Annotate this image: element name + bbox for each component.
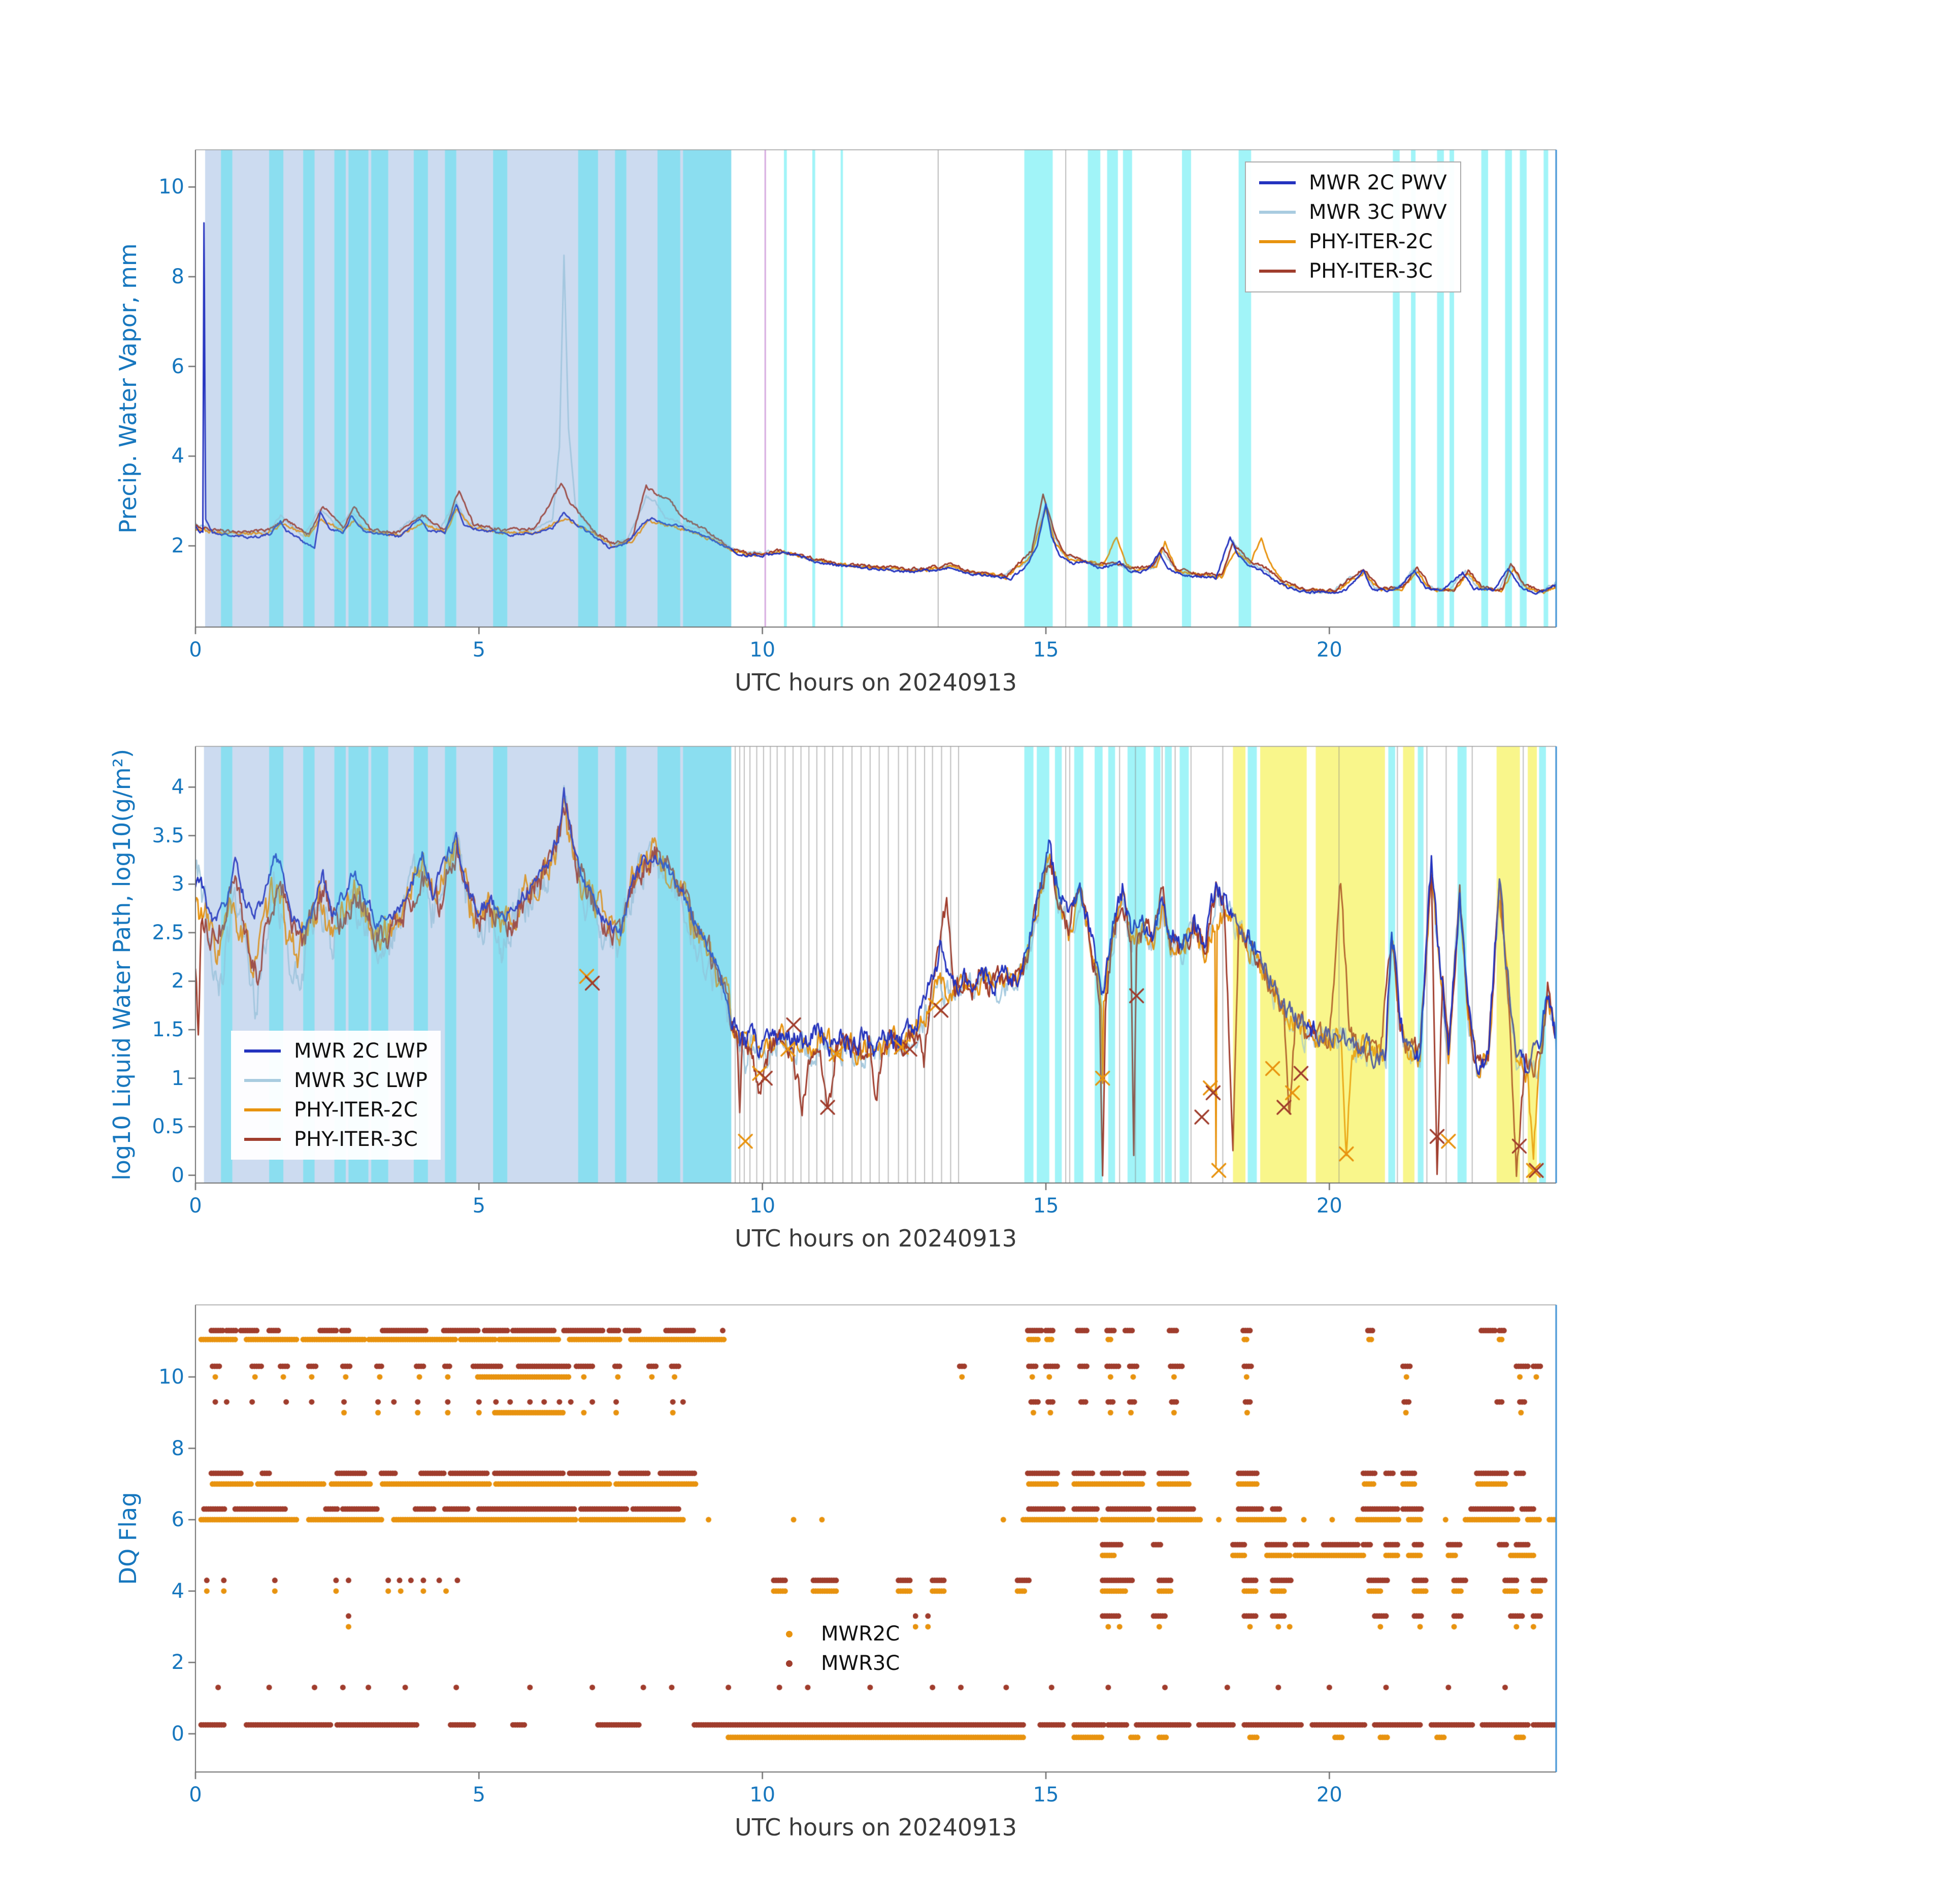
x-tick-label: 0 — [189, 638, 202, 662]
y-tick-label: 3.5 — [152, 824, 184, 847]
y-tick-label: 1 — [171, 1066, 184, 1090]
x-tick-label: 10 — [749, 638, 776, 662]
legend-label: MWR3C — [821, 1652, 900, 1675]
y-tick-label: 2.5 — [152, 921, 184, 944]
legend-entry: MWR2C — [771, 1622, 900, 1646]
x-tick-label: 10 — [749, 1194, 776, 1218]
pwv-x-axis-label: UTC hours on 20240913 — [735, 669, 1017, 696]
x-tick-label: 0 — [189, 1194, 202, 1218]
y-tick-label: 10 — [158, 175, 184, 199]
dq-y-axis-label: DQ Flag — [114, 1492, 142, 1585]
dq-plot-canvas — [180, 1290, 1571, 1787]
y-tick-label: 2 — [171, 1651, 184, 1675]
x-tick-label: 20 — [1316, 1194, 1342, 1218]
legend-entry: PHY-ITER-3C — [244, 1128, 427, 1151]
legend-label: PHY-ITER-2C — [294, 1098, 418, 1122]
legend-label: MWR 3C LWP — [294, 1069, 427, 1092]
x-tick-label: 5 — [472, 638, 486, 662]
legend-label: MWR 3C PWV — [1309, 201, 1447, 224]
x-tick-label: 20 — [1316, 638, 1342, 662]
legend-entry: PHY-ITER-2C — [1259, 230, 1447, 253]
y-tick-label: 0.5 — [152, 1115, 184, 1139]
legend-line-swatch — [1259, 240, 1296, 243]
legend-dot-swatch — [786, 1630, 793, 1637]
x-tick-label: 10 — [749, 1783, 776, 1807]
lwp-legend: MWR 2C LWP MWR 3C LWP PHY-ITER-2C PHY-ITER-… — [231, 1031, 441, 1160]
legend-line-swatch — [1259, 270, 1296, 273]
legend-entry: MWR 2C LWP — [244, 1039, 427, 1063]
legend-label: MWR 2C PWV — [1309, 171, 1447, 194]
lwp-x-axis-label: UTC hours on 20240913 — [735, 1225, 1017, 1252]
legend-entry: PHY-ITER-3C — [1259, 259, 1447, 283]
dq-legend: MWR2C MWR3C — [758, 1614, 913, 1684]
lwp-y-axis-label: log10 Liquid Water Path, log10(g/m²) — [108, 748, 136, 1181]
x-tick-label: 5 — [472, 1194, 486, 1218]
legend-entry: PHY-ITER-2C — [244, 1098, 427, 1122]
y-tick-label: 8 — [171, 1436, 184, 1460]
legend-label: MWR 2C LWP — [294, 1039, 427, 1063]
y-tick-label: 4 — [171, 1579, 184, 1603]
y-tick-label: 6 — [171, 1508, 184, 1532]
legend-entry: MWR 3C PWV — [1259, 201, 1447, 224]
x-tick-label: 15 — [1033, 638, 1059, 662]
y-tick-label: 10 — [158, 1365, 184, 1389]
legend-line-swatch — [244, 1108, 281, 1111]
x-tick-label: 0 — [189, 1783, 202, 1807]
legend-entry: MWR 2C PWV — [1259, 171, 1447, 194]
legend-label: PHY-ITER-2C — [1309, 230, 1433, 253]
legend-line-swatch — [244, 1138, 281, 1141]
dq-x-axis-label: UTC hours on 20240913 — [735, 1814, 1017, 1841]
y-tick-label: 8 — [171, 265, 184, 289]
y-tick-label: 2 — [171, 534, 184, 558]
y-tick-label: 1.5 — [152, 1018, 184, 1042]
legend-label: MWR2C — [821, 1622, 900, 1646]
y-tick-label: 3 — [171, 872, 184, 896]
legend-line-swatch — [244, 1049, 281, 1053]
y-tick-label: 4 — [171, 775, 184, 799]
pwv-y-axis-label: Precip. Water Vapor, mm — [114, 243, 142, 534]
legend-line-swatch — [1259, 211, 1296, 214]
legend-dot-swatch — [786, 1660, 793, 1667]
legend-label: PHY-ITER-3C — [294, 1128, 418, 1151]
legend-label: PHY-ITER-3C — [1309, 259, 1433, 283]
y-tick-label: 2 — [171, 969, 184, 993]
x-tick-label: 5 — [472, 1783, 486, 1807]
y-tick-label: 6 — [171, 354, 184, 378]
x-tick-label: 15 — [1033, 1194, 1059, 1218]
legend-line-swatch — [1259, 181, 1296, 184]
legend-line-swatch — [244, 1079, 281, 1082]
legend-entry: MWR3C — [771, 1652, 900, 1675]
x-tick-label: 15 — [1033, 1783, 1059, 1807]
legend-entry: MWR 3C LWP — [244, 1069, 427, 1092]
pwv-legend: MWR 2C PWV MWR 3C PWV PHY-ITER-2C PHY-ITER-… — [1245, 161, 1461, 292]
x-tick-label: 20 — [1316, 1783, 1342, 1807]
y-tick-label: 4 — [171, 444, 184, 468]
y-tick-label: 0 — [171, 1163, 184, 1187]
y-tick-label: 0 — [171, 1722, 184, 1746]
